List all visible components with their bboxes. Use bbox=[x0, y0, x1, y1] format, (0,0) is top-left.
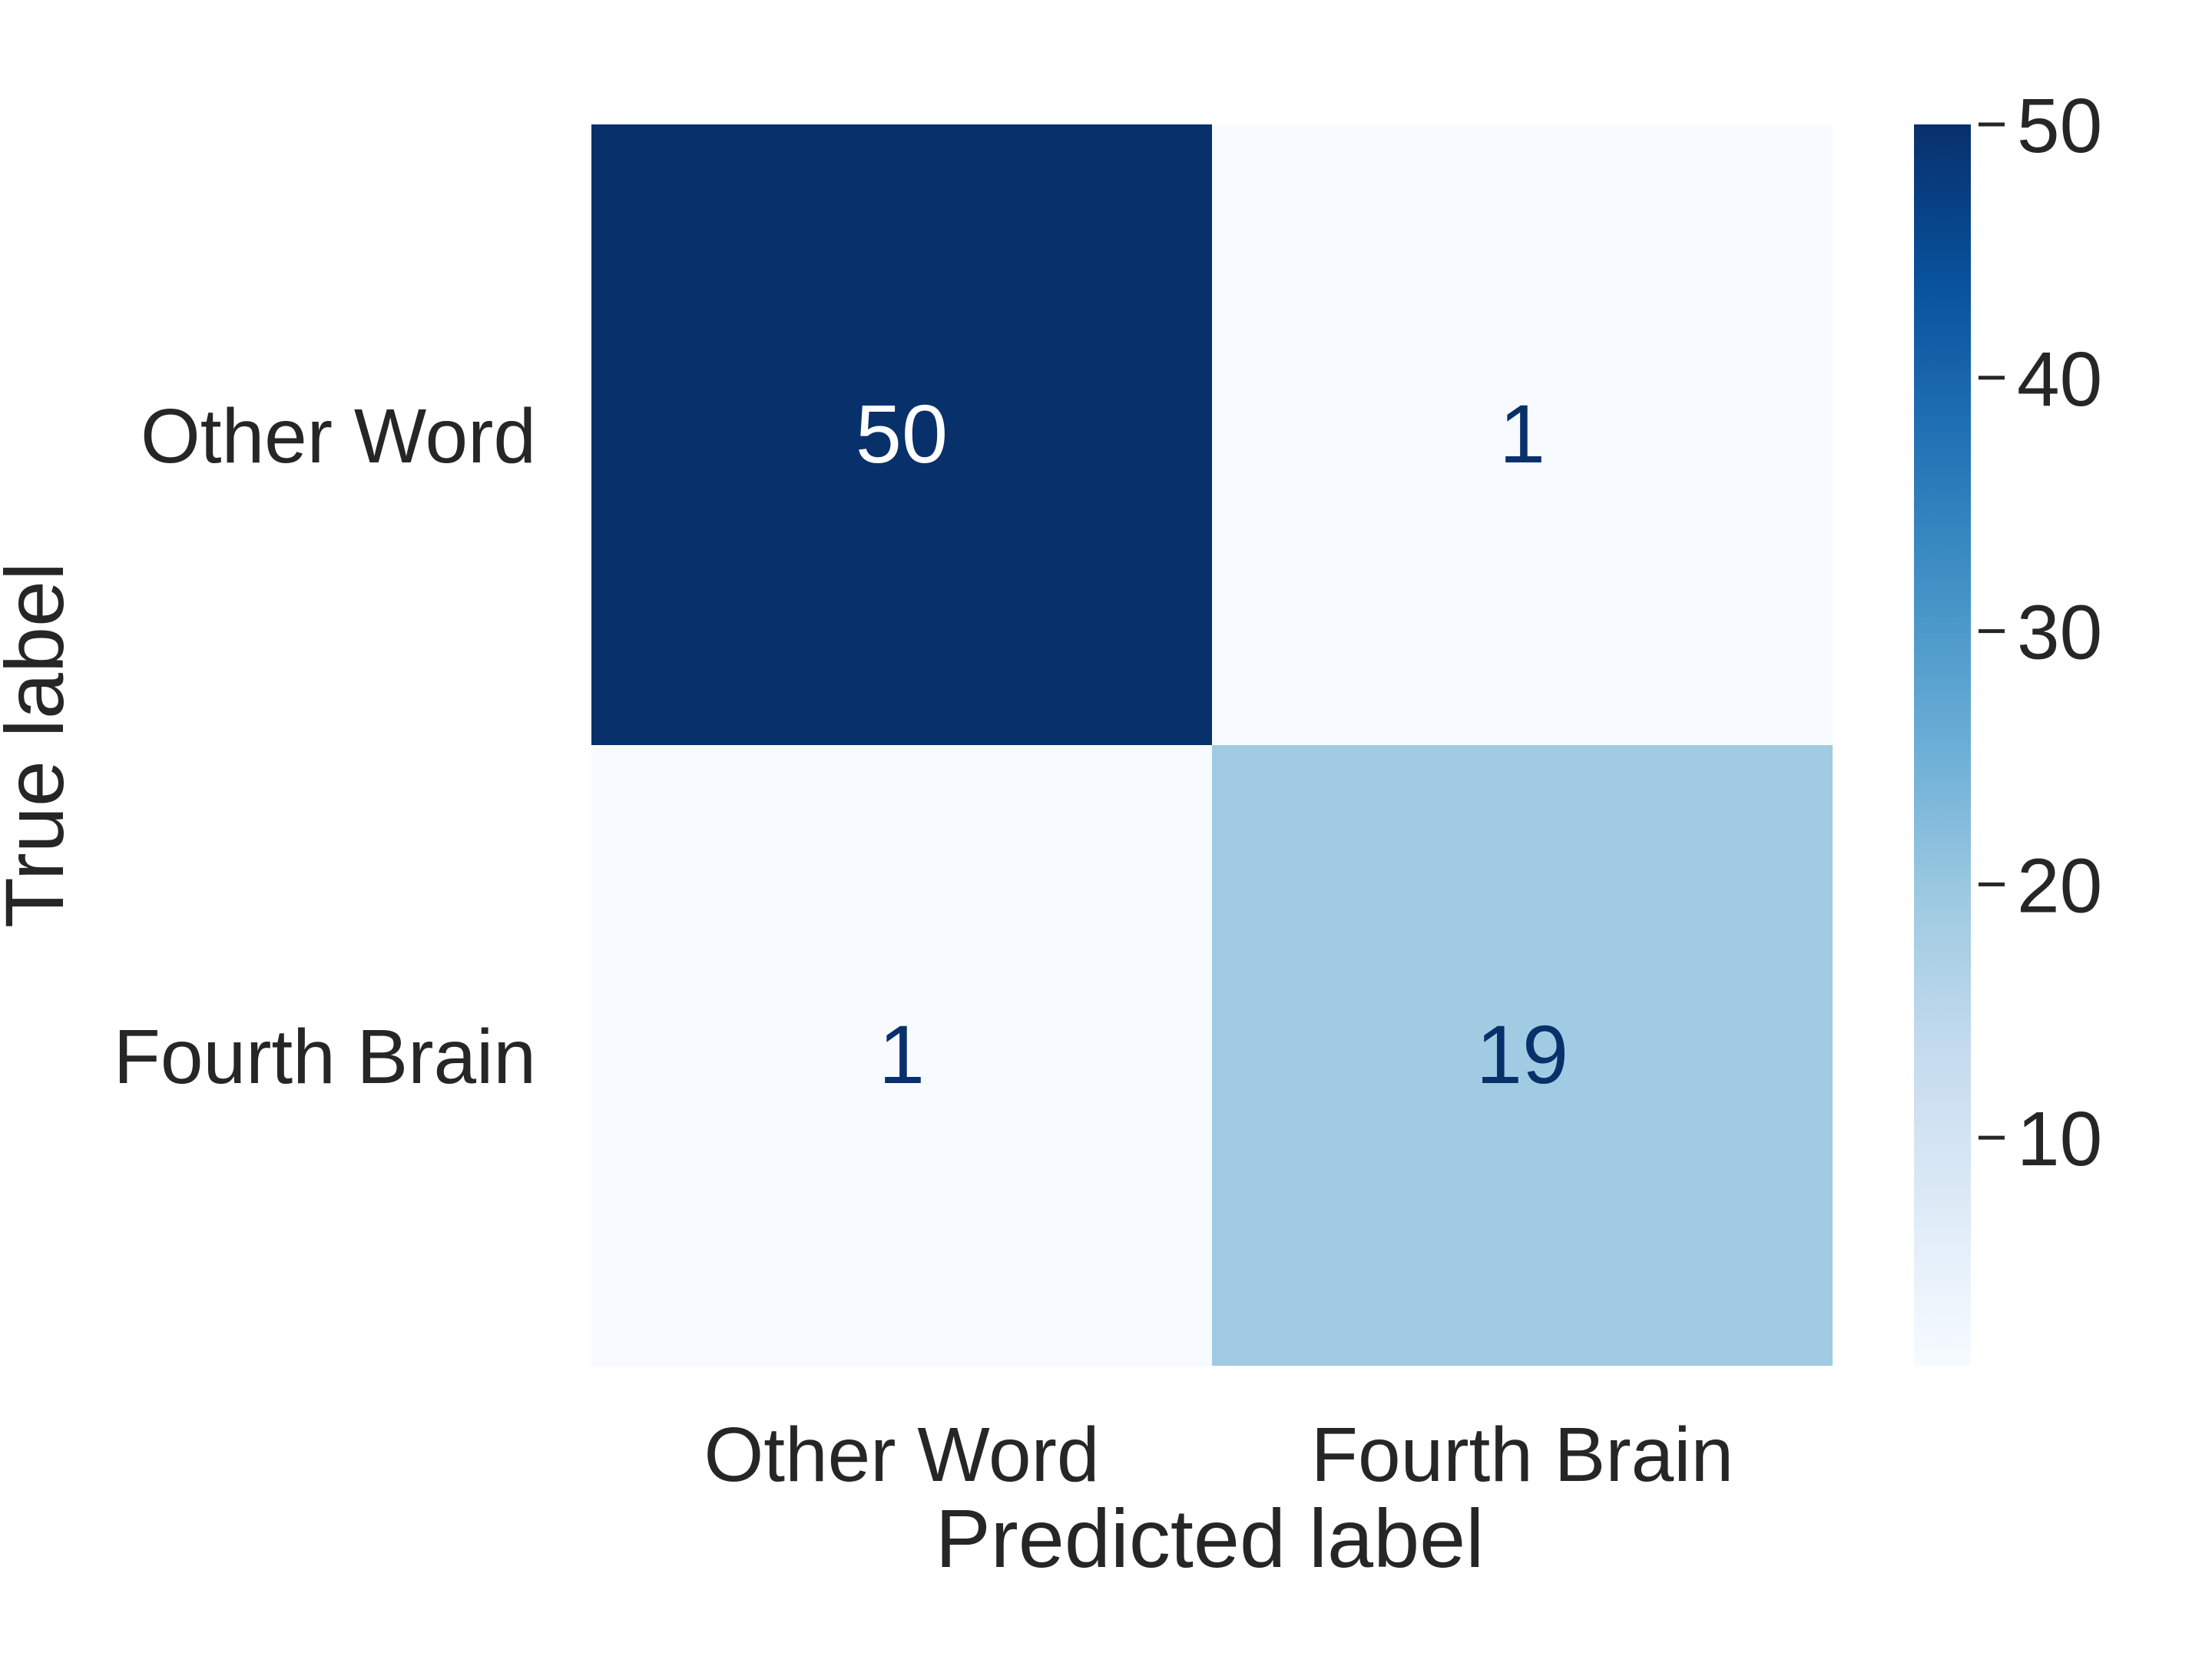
x-axis-label: Predicted label bbox=[935, 1492, 1484, 1585]
colorbar-ticks: 10 20 30 40 50 bbox=[1979, 83, 2102, 1182]
colorbar-tick-label-50: 50 bbox=[2017, 83, 2102, 169]
y-tick-labels: Other Word Fourth Brain bbox=[114, 393, 536, 1100]
cell-annotations: 50 1 1 19 bbox=[856, 387, 1568, 1101]
heatmap-cells bbox=[591, 124, 1833, 1366]
cell-value-other-word-fourth-brain: 1 bbox=[1499, 387, 1545, 480]
y-axis-label: True label bbox=[0, 562, 81, 928]
colorbar-tick-label-30: 30 bbox=[2017, 590, 2102, 676]
cell-value-fourth-brain-other-word: 1 bbox=[879, 1008, 925, 1101]
colorbar-tick-label-20: 20 bbox=[2017, 843, 2102, 929]
cell-other-word-other-word bbox=[591, 124, 1212, 745]
colorbar-tick-label-40: 40 bbox=[2017, 336, 2102, 422]
y-tick-label-other-word: Other Word bbox=[141, 393, 536, 479]
colorbar bbox=[1914, 124, 1971, 1366]
colorbar-tick-label-10: 10 bbox=[2017, 1096, 2102, 1182]
cell-value-fourth-brain-fourth-brain: 19 bbox=[1476, 1008, 1568, 1101]
x-tick-label-other-word: Other Word bbox=[704, 1412, 1100, 1498]
x-tick-labels: Other Word Fourth Brain bbox=[704, 1412, 1734, 1498]
cell-fourth-brain-fourth-brain bbox=[1212, 745, 1833, 1366]
cell-value-other-word-other-word: 50 bbox=[856, 387, 948, 480]
cell-other-word-fourth-brain bbox=[1212, 124, 1833, 745]
x-tick-label-fourth-brain: Fourth Brain bbox=[1311, 1412, 1734, 1498]
y-tick-label-fourth-brain: Fourth Brain bbox=[114, 1014, 536, 1100]
cell-fourth-brain-other-word bbox=[591, 745, 1212, 1366]
